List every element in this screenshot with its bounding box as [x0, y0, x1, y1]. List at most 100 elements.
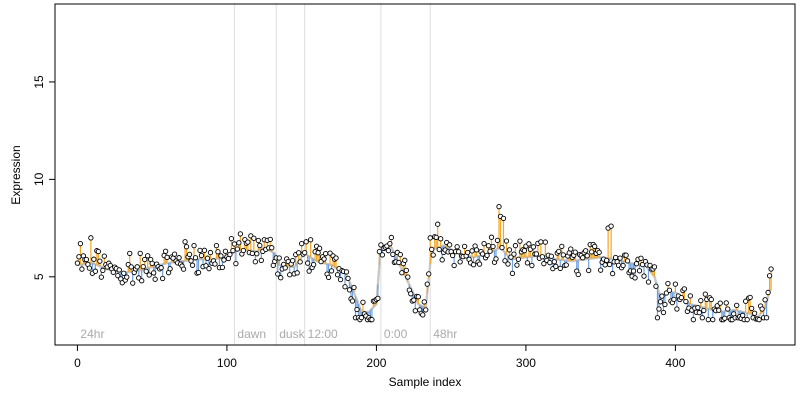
- data-point: [139, 278, 145, 284]
- data-point: [744, 317, 750, 323]
- data-point: [375, 295, 381, 301]
- data-point: [342, 284, 348, 290]
- x-tick-label: 300: [516, 356, 536, 370]
- period-label: 0:00: [384, 327, 408, 341]
- data-point: [690, 317, 696, 323]
- data-point: [191, 242, 197, 249]
- data-point: [659, 293, 665, 299]
- data-point: [343, 269, 350, 275]
- data-point: [740, 312, 746, 318]
- y-axis: 5 10 15: [32, 75, 56, 280]
- data-point: [748, 305, 755, 312]
- data-point: [657, 299, 664, 305]
- data-point: [231, 241, 238, 247]
- data-point: [538, 239, 544, 245]
- data-point: [701, 307, 707, 314]
- data-point: [192, 255, 199, 261]
- data-point: [76, 254, 82, 260]
- data-point: [294, 270, 300, 276]
- data-point: [316, 245, 323, 251]
- y-tick-label: 10: [32, 172, 46, 186]
- data-point: [430, 252, 436, 258]
- data-point: [158, 265, 164, 271]
- data-point: [766, 273, 773, 279]
- data-point: [189, 262, 196, 268]
- data-point: [234, 246, 241, 252]
- data-point: [79, 266, 85, 272]
- data-point: [137, 250, 143, 257]
- data-point: [278, 275, 284, 281]
- data-point: [213, 242, 220, 249]
- data-point: [512, 242, 519, 249]
- data-point: [176, 255, 182, 261]
- data-point: [695, 304, 701, 311]
- data-point: [275, 271, 281, 277]
- data-point: [705, 317, 711, 323]
- data-point: [514, 262, 520, 268]
- data-point: [124, 274, 130, 280]
- data-point: [488, 234, 495, 240]
- data-point: [212, 261, 218, 267]
- data-point: [215, 249, 221, 255]
- data-point: [674, 306, 680, 312]
- data-point: [403, 267, 409, 274]
- data-point: [612, 254, 619, 261]
- data-point: [530, 244, 537, 250]
- data-point: [469, 248, 475, 254]
- data-point: [568, 246, 574, 252]
- data-point: [198, 252, 205, 259]
- data-point: [596, 249, 602, 256]
- data-point: [641, 273, 647, 279]
- data-point: [121, 270, 127, 276]
- data-point: [633, 261, 640, 267]
- data-point: [439, 257, 445, 263]
- data-point: [470, 262, 477, 268]
- x-tick-label: 100: [217, 356, 237, 370]
- data-point: [115, 273, 121, 279]
- data-point: [171, 251, 178, 257]
- data-point: [763, 315, 770, 321]
- data-point: [759, 306, 765, 312]
- data-point: [609, 270, 616, 277]
- data-point: [405, 274, 411, 280]
- data-point: [91, 256, 97, 262]
- data-point: [188, 258, 194, 264]
- data-point: [751, 310, 758, 316]
- data-point: [399, 270, 405, 276]
- data-point: [167, 266, 173, 272]
- data-point: [140, 263, 146, 270]
- data-point: [529, 262, 535, 269]
- data-point: [249, 250, 255, 257]
- data-point: [450, 252, 456, 259]
- data-point: [251, 235, 257, 241]
- data-point: [681, 286, 688, 292]
- data-point: [337, 276, 344, 283]
- data-point: [88, 235, 94, 241]
- data-point: [747, 294, 753, 301]
- data-point: [100, 267, 106, 273]
- data-point: [233, 260, 239, 267]
- data-point: [206, 266, 212, 272]
- data-point: [683, 298, 689, 305]
- data-point: [551, 259, 557, 265]
- data-point: [252, 259, 258, 265]
- data-point: [557, 265, 563, 272]
- data-point: [662, 301, 668, 308]
- data-point: [306, 268, 312, 274]
- data-point: [506, 247, 513, 253]
- data-point: [526, 241, 532, 247]
- data-point: [376, 249, 383, 255]
- data-point: [128, 264, 134, 270]
- data-point: [218, 253, 224, 259]
- data-point: [653, 283, 659, 289]
- data-point: [473, 247, 480, 253]
- data-point: [423, 307, 429, 313]
- data-point: [671, 296, 677, 302]
- data-point: [221, 257, 227, 263]
- data-point: [509, 270, 516, 277]
- data-point: [698, 298, 704, 304]
- data-point: [511, 251, 517, 257]
- data-point: [699, 315, 705, 321]
- data-point: [360, 299, 366, 305]
- data-point: [617, 255, 623, 261]
